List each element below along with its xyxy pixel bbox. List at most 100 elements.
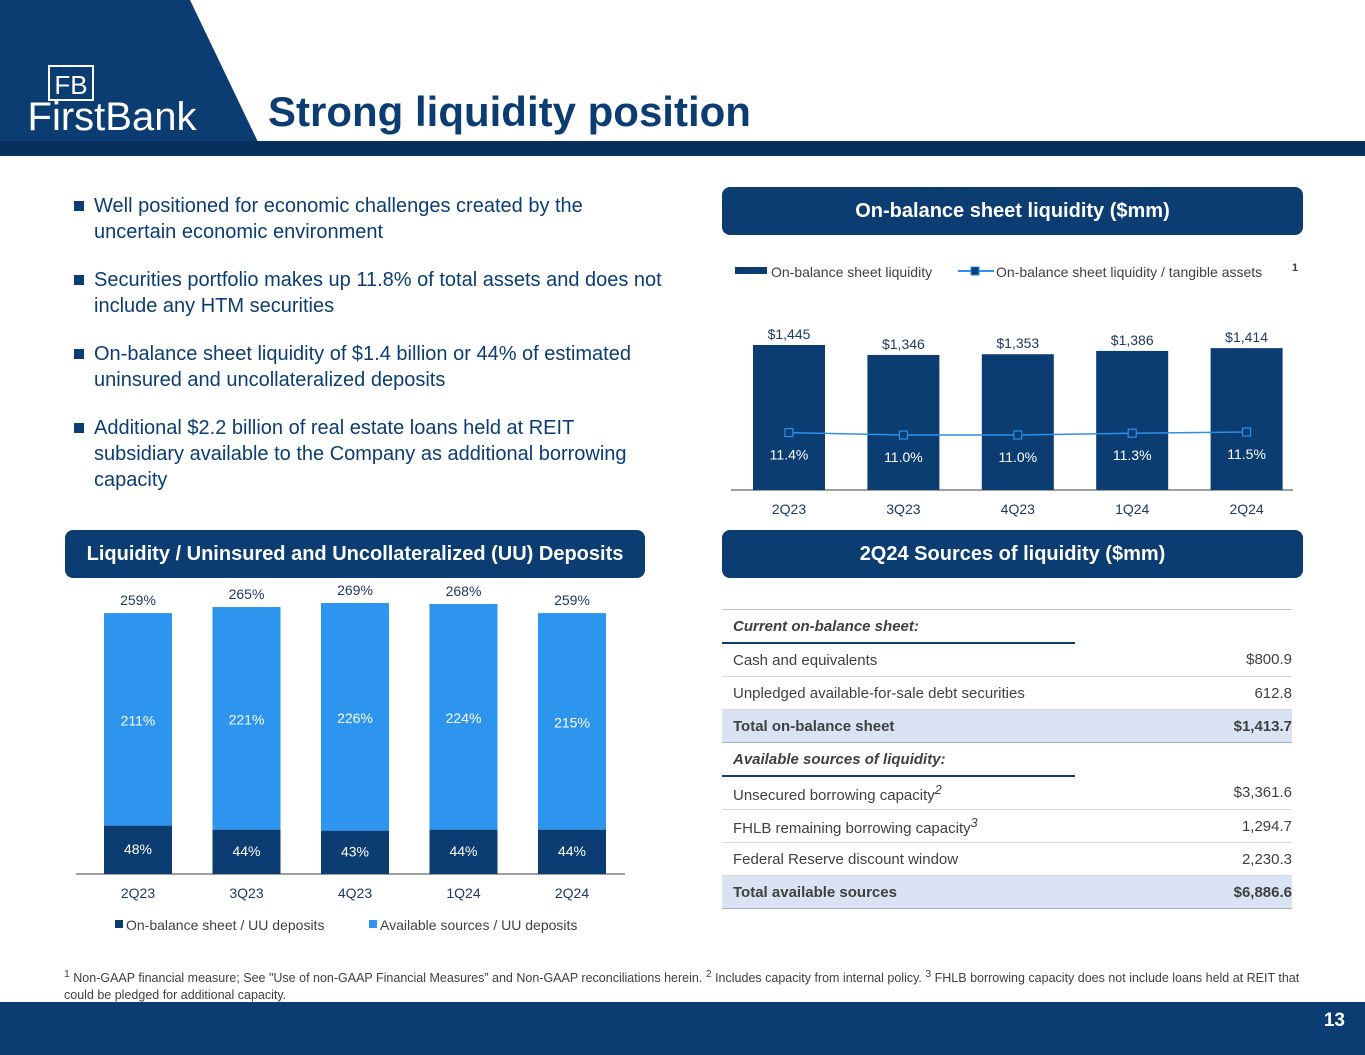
bar [1096, 350, 1169, 490]
chart-legend: On-balance sheet liquidity On-balance she… [735, 262, 1298, 280]
x-tick-label: 2Q23 [121, 885, 155, 901]
x-tick-label: 2Q24 [555, 885, 589, 901]
line-point [784, 428, 794, 438]
bar [867, 354, 940, 490]
x-tick-label: 2Q24 [1229, 501, 1263, 517]
sources-table-wrap: Current on-balance sheet: Cash and equiva… [722, 609, 1292, 909]
legend-label: On-balance sheet liquidity [771, 264, 932, 280]
sources-label: FHLB remaining borrowing capacity3 [722, 809, 1075, 843]
bar-value-label: $1,346 [882, 336, 925, 352]
total-label: 268% [446, 583, 482, 599]
chart-legend: On-balance sheet / UU deposits Available … [115, 917, 577, 933]
sources-label: Unpledged available-for-sale debt securi… [722, 676, 1075, 710]
segment-label: 221% [229, 711, 265, 727]
sources-row: FHLB remaining borrowing capacity3 1,294.… [722, 809, 1292, 843]
uu-deposits-chart: 259% 211% 48% 2Q23 265% 221% 44% 3Q23 269% 226% 43… [76, 582, 625, 933]
sources-row: Cash and equivalents $800.9 [722, 643, 1292, 677]
bar-on-balance [212, 829, 281, 874]
bar-available-sources [104, 613, 172, 826]
bar-value-label: $1,386 [1111, 332, 1154, 348]
line-value-label: 11.0% [998, 449, 1037, 465]
bullet-list: Well positioned for economic challenges … [74, 193, 664, 515]
logo-monogram: FB [54, 70, 87, 100]
sources-table: Current on-balance sheet: Cash and equiva… [722, 610, 1292, 909]
legend-label: On-balance sheet liquidity / tangible as… [996, 264, 1262, 280]
line-value-label: 11.0% [884, 449, 923, 465]
line-value-label: 11.5% [1227, 446, 1266, 462]
firstbank-logo: FB FirstBank [28, 65, 198, 139]
segment-label: 48% [124, 841, 152, 857]
x-tick-label: 2Q23 [772, 501, 806, 517]
bar [981, 354, 1054, 490]
page-title: Strong liquidity position [268, 88, 751, 135]
x-tick-label: 1Q24 [1115, 501, 1149, 517]
segment-label: 44% [558, 843, 586, 859]
header-logo-panel: FB FirstBank [0, 0, 258, 142]
bar [753, 345, 825, 490]
x-tick-label: 4Q23 [338, 885, 372, 901]
legend-marker [970, 266, 980, 276]
segment-label: 211% [121, 712, 156, 728]
segment-label: 226% [337, 710, 373, 726]
line-value-label: 11.3% [1113, 447, 1152, 463]
line-value-label: 11.4% [770, 447, 809, 463]
bar-available-sources [321, 603, 389, 831]
sources-value: 2,230.3 [1075, 842, 1292, 876]
sources-value [1075, 743, 1292, 777]
x-tick-label: 4Q23 [1001, 501, 1035, 517]
line-point [1241, 427, 1252, 437]
page-number: 13 [1323, 1010, 1345, 1031]
sources-row: Total available sources $6,886.6 [722, 875, 1292, 909]
sources-label: Current on-balance sheet: [722, 610, 1075, 644]
legend-superscript: 1 [1292, 262, 1298, 274]
sources-label: Total on-balance sheet [722, 709, 1075, 743]
legend-label: Available sources / UU deposits [380, 917, 577, 933]
sources-value: $6,886.6 [1075, 875, 1292, 909]
uu-deposits-chart-title: Liquidity / Uninsured and Uncollateraliz… [65, 530, 645, 578]
bar-available-sources [538, 613, 606, 830]
line-point [898, 430, 908, 440]
sources-value: $3,361.6 [1075, 776, 1292, 810]
legend-label: On-balance sheet / UU deposits [126, 917, 324, 933]
line-point [1013, 430, 1023, 440]
sources-value: $1,413.7 [1075, 709, 1292, 743]
legend-swatch [115, 920, 123, 928]
sources-table-title: 2Q24 Sources of liquidity ($mm) [722, 530, 1303, 578]
bar-on-balance [321, 830, 389, 874]
header-rule [0, 141, 1365, 156]
legend-swatch-bar [735, 267, 767, 274]
sources-label: Federal Reserve discount window [722, 842, 1075, 876]
sources-row: Available sources of liquidity: [722, 742, 1292, 777]
sources-label: Cash and equivalents [722, 643, 1075, 677]
bar [1210, 348, 1283, 490]
x-tick-label: 1Q24 [446, 885, 480, 901]
logo-wordmark: FirstBank [28, 95, 198, 139]
line-point [1127, 428, 1137, 438]
bullet-item: Additional $2.2 billion of real estate l… [74, 415, 664, 493]
sources-row: Unpledged available-for-sale debt securi… [722, 676, 1292, 710]
sources-value: $800.9 [1075, 643, 1292, 677]
segment-label: 44% [449, 843, 477, 859]
sources-value: 612.8 [1075, 676, 1292, 710]
bar-on-balance [104, 825, 172, 874]
bullet-item: Securities portfolio makes up 11.8% of t… [74, 267, 664, 319]
sources-value [1075, 610, 1292, 643]
total-label: 259% [120, 592, 156, 608]
x-tick-label: 3Q23 [229, 885, 263, 901]
bar-on-balance [429, 829, 498, 874]
bullet-item: Well positioned for economic challenges … [74, 193, 664, 245]
sources-label: Available sources of liquidity: [722, 742, 1075, 777]
total-label: 259% [554, 592, 590, 608]
bar-value-label: $1,353 [996, 335, 1039, 351]
total-label: 269% [337, 582, 373, 598]
legend-swatch [369, 920, 377, 928]
sources-label: Unsecured borrowing capacity2 [722, 776, 1075, 810]
x-tick-label: 3Q23 [886, 501, 920, 517]
sources-row: Total on-balance sheet $1,413.7 [722, 709, 1292, 743]
total-label: 265% [229, 586, 265, 602]
segment-label: 224% [446, 710, 482, 726]
segment-label: 215% [554, 714, 590, 730]
footnote: 1 Non-GAAP financial measure; See "Use o… [64, 969, 1300, 1003]
segment-label: 43% [341, 843, 369, 859]
segment-label: 44% [232, 843, 260, 859]
